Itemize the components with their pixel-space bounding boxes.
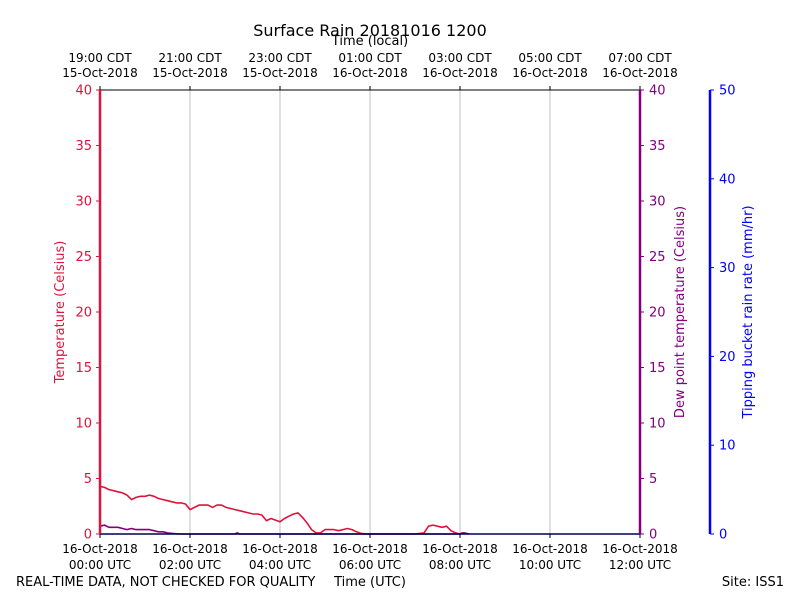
x-bottom-tick-time: 12:00 UTC: [609, 558, 671, 572]
left-axis-tick-label: 20: [75, 306, 92, 321]
dewpoint-axis-tick-label: 30: [649, 195, 666, 210]
dewpoint-axis-tick-label: 20: [649, 306, 666, 321]
x-top-tick-date: 16-Oct-2018: [332, 66, 408, 80]
dewpoint-axis-label: Dew point temperature (Celsius): [673, 206, 688, 418]
x-top-axis-label: Time (local): [331, 34, 409, 49]
x-bottom-axis-label: Time (UTC): [334, 575, 406, 590]
dewpoint-axis-tick-label: 35: [649, 139, 666, 154]
x-bottom-tick-date: 16-Oct-2018: [242, 542, 318, 556]
x-top-tick-time: 01:00 CDT: [338, 51, 402, 65]
x-bottom-tick-date: 16-Oct-2018: [152, 542, 228, 556]
dewpoint-axis-tick-label: 5: [649, 472, 657, 487]
x-top-tick-time: 23:00 CDT: [248, 51, 312, 65]
x-bottom-tick-date: 16-Oct-2018: [332, 542, 408, 556]
x-top-tick-date: 15-Oct-2018: [242, 66, 318, 80]
rain-rate-axis-tick-label: 10: [719, 439, 736, 454]
x-bottom-tick-time: 06:00 UTC: [339, 558, 401, 572]
left-axis-tick-label: 5: [84, 472, 92, 487]
x-bottom-tick-date: 16-Oct-2018: [602, 542, 678, 556]
grid: [189, 90, 551, 534]
left-axis-tick-label: 30: [75, 195, 92, 210]
left-axis-tick-label: 40: [75, 84, 92, 99]
rain-rate-axis-tick-label: 30: [719, 261, 736, 276]
left-axis-tick-label: 35: [75, 139, 92, 154]
x-top-tick-date: 16-Oct-2018: [422, 66, 498, 80]
left-axis-tick-label: 15: [75, 361, 92, 376]
x-bottom-tick-time: 02:00 UTC: [159, 558, 221, 572]
x-top-tick-time: 05:00 CDT: [518, 51, 582, 65]
data-quality-notice: REAL-TIME DATA, NOT CHECKED FOR QUALITY: [16, 575, 316, 590]
x-bottom-tick-time: 04:00 UTC: [249, 558, 311, 572]
x-top-tick-time: 21:00 CDT: [158, 51, 222, 65]
x-bottom-tick-date: 16-Oct-2018: [62, 542, 138, 556]
rain-rate-axis-tick-label: 20: [719, 350, 736, 365]
rain-rate-axis-label: Tipping bucket rain rate (mm/hr): [741, 205, 756, 419]
dewpoint-axis-tick-label: 10: [649, 417, 666, 432]
left-axis-tick-label: 25: [75, 250, 92, 265]
x-top-tick-date: 16-Oct-2018: [512, 66, 588, 80]
rain-rate-axis-tick-label: 40: [719, 172, 736, 187]
x-top-tick-time: 07:00 CDT: [608, 51, 672, 65]
dewpoint-axis-tick-label: 15: [649, 361, 666, 376]
x-top-tick-date: 15-Oct-2018: [62, 66, 138, 80]
x-bottom-tick-time: 08:00 UTC: [429, 558, 491, 572]
left-axis-tick-label: 0: [84, 528, 92, 543]
x-top-tick-time: 03:00 CDT: [428, 51, 492, 65]
x-bottom-tick-date: 16-Oct-2018: [422, 542, 498, 556]
x-top-tick-date: 15-Oct-2018: [152, 66, 228, 80]
x-bottom-tick-date: 16-Oct-2018: [512, 542, 588, 556]
x-bottom-tick-time: 00:00 UTC: [69, 558, 131, 572]
x-top-tick-time: 19:00 CDT: [68, 51, 132, 65]
left-axis-tick-label: 10: [75, 417, 92, 432]
x-bottom-tick-time: 10:00 UTC: [519, 558, 581, 572]
dewpoint-axis-tick-label: 0: [649, 528, 657, 543]
tick-group: 0 5 10 15 20 25 30 35 40 0 5 10 15 20 25 30 35 40 0 10 20 30 4…: [62, 51, 735, 572]
dewpoint-axis-tick-label: 40: [649, 84, 666, 99]
x-top-tick-date: 16-Oct-2018: [602, 66, 678, 80]
rain-rate-axis-tick-label: 50: [719, 84, 736, 99]
dewpoint-axis-tick-label: 25: [649, 250, 666, 265]
rain-rate-axis-tick-label: 0: [719, 528, 727, 543]
chart-title: Surface Rain 20181016 1200: [253, 21, 487, 40]
left-axis-label: Temperature (Celsius): [53, 241, 68, 385]
site-label: Site: ISS1: [721, 575, 784, 590]
